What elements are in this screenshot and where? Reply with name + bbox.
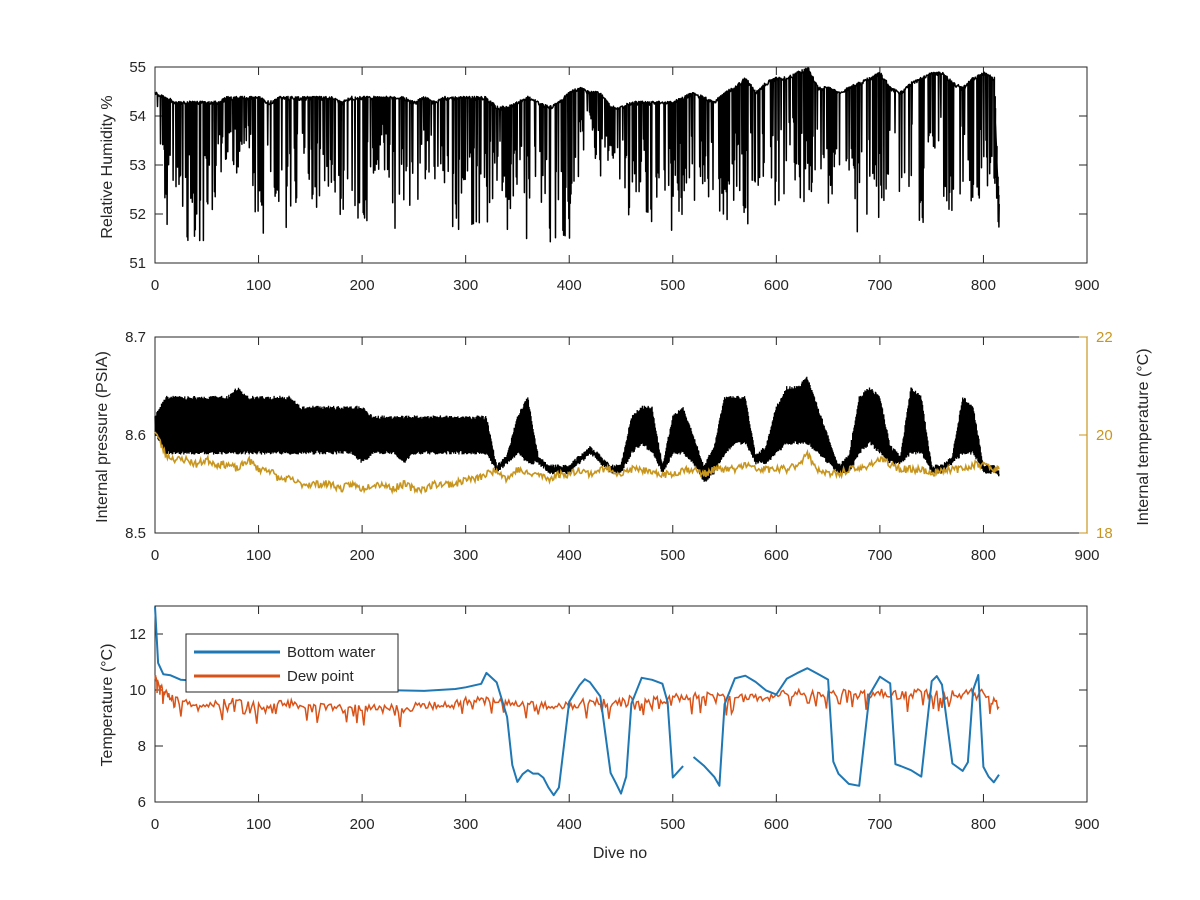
x-tick-label-1-9: 900 xyxy=(1074,547,1099,564)
y-tick-label-1-2: 8.7 xyxy=(125,329,146,346)
x-tick-label-1-5: 500 xyxy=(660,547,685,564)
x-tick-label-0-0: 0 xyxy=(151,277,159,294)
y-tick-label-2-3: 12 xyxy=(129,626,146,643)
legend-label-bottom-water: Bottom water xyxy=(287,644,375,661)
dew-point-line xyxy=(154,674,1000,727)
x-tick-label-2-5: 500 xyxy=(660,816,685,833)
x-tick-label-2-7: 700 xyxy=(867,816,892,833)
y-tick-label-1-0: 8.5 xyxy=(125,525,146,542)
x-tick-label-0-7: 700 xyxy=(867,277,892,294)
x-tick-label-0-9: 900 xyxy=(1074,277,1099,294)
y-tick-label-0-3: 54 xyxy=(129,108,146,125)
x-tick-label-2-2: 200 xyxy=(350,816,375,833)
pressure-temperature-plot: 0 100 200 300 400 500 600 700 800 900 8.5 8.6 8.7 18 2… xyxy=(125,329,1113,564)
y-right-tick-label-0: 18 xyxy=(1096,525,1113,542)
y-tick-label-0-0: 51 xyxy=(129,255,146,272)
temperature-ylabel: Temperature (°C) xyxy=(99,644,116,767)
internal-temperature-line xyxy=(154,431,1000,495)
x-tick-label-2-0: 0 xyxy=(151,816,159,833)
x-tick-label-2-6: 600 xyxy=(764,816,789,833)
humidity-plot: 0 100 200 300 400 500 600 700 800 900 51 52 53 54 55 xyxy=(129,59,1099,294)
x-tick-label-2-9: 900 xyxy=(1074,816,1099,833)
y-tick-label-0-2: 53 xyxy=(129,157,146,174)
x-tick-label-1-0: 0 xyxy=(151,547,159,564)
legend: Bottom water Dew point xyxy=(185,633,399,693)
humidity-line xyxy=(154,67,1000,243)
pressure-line xyxy=(154,376,1000,482)
y-tick-label-1-1: 8.6 xyxy=(125,427,146,444)
dive-no-xlabel: Dive no xyxy=(593,845,647,862)
x-tick-label-0-8: 800 xyxy=(971,277,996,294)
x-tick-label-1-1: 100 xyxy=(246,547,271,564)
x-tick-label-0-1: 100 xyxy=(246,277,271,294)
x-tick-label-1-2: 200 xyxy=(350,547,375,564)
y-tick-label-2-1: 8 xyxy=(138,738,146,755)
x-tick-label-2-8: 800 xyxy=(971,816,996,833)
x-tick-label-2-4: 400 xyxy=(557,816,582,833)
y-tick-label-2-0: 6 xyxy=(138,794,146,811)
x-tick-label-1-4: 400 xyxy=(557,547,582,564)
x-tick-label-0-5: 500 xyxy=(660,277,685,294)
x-tick-label-0-4: 400 xyxy=(557,277,582,294)
y-tick-label-0-4: 55 xyxy=(129,59,146,76)
x-tick-label-0-2: 200 xyxy=(350,277,375,294)
legend-label-dew-point: Dew point xyxy=(287,668,355,685)
y-tick-label-0-1: 52 xyxy=(129,206,146,223)
y-tick-label-2-2: 10 xyxy=(129,682,146,699)
x-tick-label-0-6: 600 xyxy=(764,277,789,294)
x-tick-label-1-3: 300 xyxy=(453,547,478,564)
pressure-ylabel: Internal pressure (PSIA) xyxy=(94,351,111,523)
humidity-ylabel: Relative Humidity % xyxy=(99,95,116,238)
x-tick-label-1-8: 800 xyxy=(971,547,996,564)
x-tick-label-1-6: 600 xyxy=(764,547,789,564)
x-tick-label-2-1: 100 xyxy=(246,816,271,833)
x-tick-label-1-7: 700 xyxy=(867,547,892,564)
internal-temperature-ylabel: Internal temperature (°C) xyxy=(1135,348,1152,525)
x-tick-label-2-3: 300 xyxy=(453,816,478,833)
axes-box-2 xyxy=(154,605,1088,803)
y-right-tick-label-1: 20 xyxy=(1096,427,1113,444)
legend-box xyxy=(185,633,399,693)
x-tick-label-0-3: 300 xyxy=(453,277,478,294)
y-right-tick-label-2: 22 xyxy=(1096,329,1113,346)
temperature-plot: 0 100 200 300 400 500 600 700 800 900 6 8 10 12 xyxy=(129,605,1100,833)
